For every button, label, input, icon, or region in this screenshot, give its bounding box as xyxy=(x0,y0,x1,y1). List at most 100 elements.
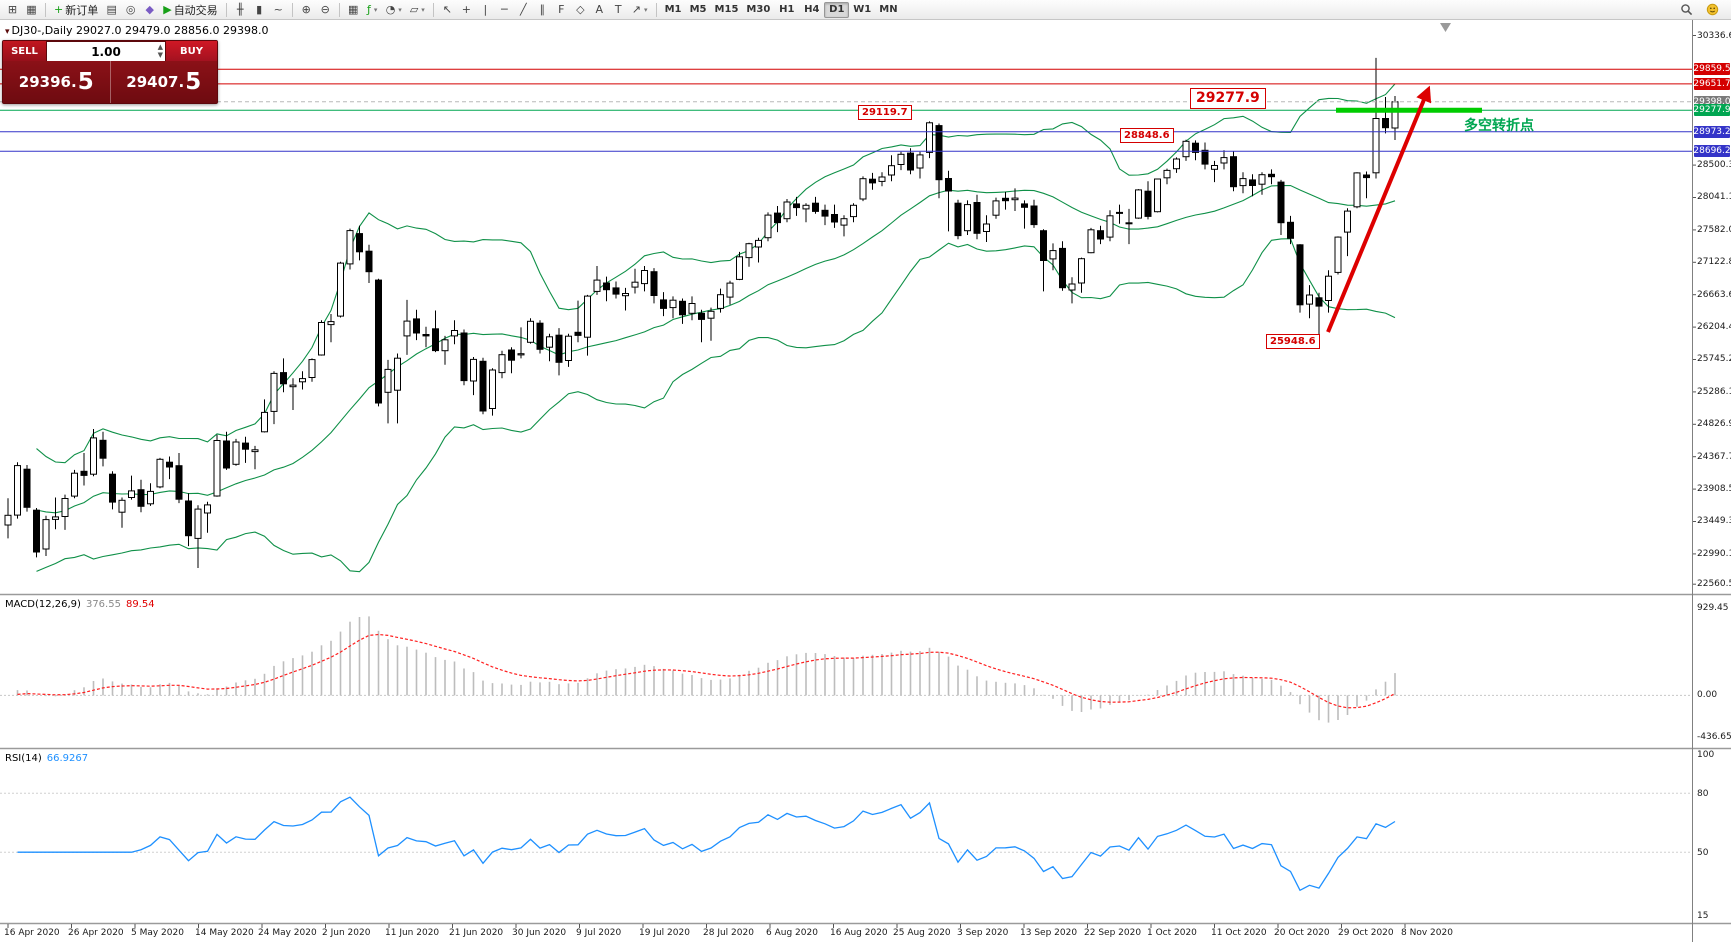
equidistant-channel-button[interactable]: ∥ xyxy=(533,1,552,18)
rsi-label: RSI(14) 66.9267 xyxy=(5,753,88,764)
toolbar-right xyxy=(1676,1,1728,18)
timeframe-h4-button[interactable]: H4 xyxy=(804,4,820,15)
bar-chart-button[interactable]: ╫ xyxy=(231,1,250,18)
rsi-value: 66.9267 xyxy=(46,753,89,764)
price-axis-label: 26204.4 xyxy=(1697,322,1731,332)
chart-profiles-button[interactable]: ▦ xyxy=(22,1,41,18)
volume-input[interactable]: 1.00 ▲ ▼ xyxy=(47,41,165,61)
buy-price-int: 29407. xyxy=(126,73,185,91)
autotrading-button[interactable]: ▶ 自动交易 xyxy=(159,1,221,18)
price-axis-label: 22560.5 xyxy=(1697,579,1731,589)
sell-button[interactable]: SELL xyxy=(3,41,47,61)
spinner-down-icon[interactable]: ▼ xyxy=(157,51,163,59)
trendline-button[interactable]: ╱ xyxy=(514,1,533,18)
chart-shift-marker-icon[interactable] xyxy=(1440,23,1451,32)
buy-price[interactable]: 29407. 5 xyxy=(111,61,218,103)
candlesticks xyxy=(4,57,1399,568)
fibonacci-retracement-icon: F xyxy=(558,3,565,16)
panel-splitter[interactable] xyxy=(0,592,1731,597)
panel-collapse-icon[interactable]: ▾ xyxy=(5,27,10,37)
new-chart-icon: ⊞ xyxy=(7,3,18,16)
templates-button[interactable]: ▱ ▾ xyxy=(406,1,429,18)
strategy-tester-icon: ◆ xyxy=(145,3,154,16)
tile-windows-button[interactable]: ▦ xyxy=(344,1,363,18)
shapes-button[interactable]: ◇ xyxy=(571,1,590,18)
rsi-name: RSI(14) xyxy=(5,753,42,764)
sell-price[interactable]: 29396. 5 xyxy=(3,61,111,103)
timeframe-h1-button[interactable]: H1 xyxy=(779,4,795,15)
date-axis-label: 13 Sep 2020 xyxy=(1020,928,1078,938)
arrows-button[interactable]: ↗ ▾ xyxy=(628,1,652,18)
date-axis-label: 28 Jul 2020 xyxy=(703,928,754,938)
text-button[interactable]: A xyxy=(590,1,609,18)
cursor-icon: ↖ xyxy=(442,3,452,16)
timeframe-mn-button[interactable]: MN xyxy=(879,4,898,15)
new-order-button[interactable]: + 新订单 xyxy=(50,1,102,18)
price-axis-label: 23449.3 xyxy=(1697,516,1731,526)
chart-title: ▾ DJ30-,Daily 29027.0 29479.0 28856.0 293… xyxy=(5,24,268,37)
zoom-in-button[interactable]: ⊕ xyxy=(297,1,316,18)
date-axis-label: 11 Oct 2020 xyxy=(1211,928,1267,938)
vertical-line-button[interactable]: | xyxy=(476,1,495,18)
history-center-button[interactable]: ▤ xyxy=(102,1,121,18)
timeframe-m5-button[interactable]: M5 xyxy=(689,4,707,15)
fibonacci-retracement-button[interactable]: F xyxy=(552,1,571,18)
date-axis-label: 20 Oct 2020 xyxy=(1274,928,1330,938)
new-chart-button[interactable]: ⊞ xyxy=(3,1,22,18)
volume-spinner[interactable]: ▲ ▼ xyxy=(158,43,163,59)
macd-main-value: 376.55 xyxy=(85,599,121,610)
timeframe-w1-button[interactable]: W1 xyxy=(853,4,872,15)
turning-point-note[interactable]: 多空转折点 xyxy=(1464,118,1534,134)
line-chart-button[interactable]: ~ xyxy=(269,1,288,18)
timeframe-d1-button[interactable]: D1 xyxy=(824,1,850,18)
global-variables-button[interactable]: ◎ xyxy=(121,1,140,18)
macd-histogram xyxy=(0,616,1692,723)
text-label-button[interactable]: T xyxy=(609,1,628,18)
date-axis-label: 2 Jun 2020 xyxy=(322,928,371,938)
macd-axis-label: -436.65 xyxy=(1697,732,1731,742)
strategy-tester-button[interactable]: ◆ xyxy=(140,1,159,18)
date-axis-label: 30 Jun 2020 xyxy=(512,928,567,938)
price-callout[interactable]: 29119.7 xyxy=(858,105,912,120)
date-axis-label: 1 Oct 2020 xyxy=(1147,928,1197,938)
search-button[interactable] xyxy=(1676,1,1697,18)
toolbar-separator xyxy=(338,2,340,17)
toolbar: ⊞ ▦ + 新订单 ▤ ◎ ◆ ▶ 自动交易 ╫ ▮ ~ ⊕ ⊖ ▦ ƒ ▾ ◔ ▾ ▱ ▾ ↖ + | ─ ╱ ∥ F ◇ A T ↗ ▾ M1… xyxy=(0,0,1731,20)
panel-splitter[interactable] xyxy=(0,746,1731,751)
candlestick-chart-button[interactable]: ▮ xyxy=(250,1,269,18)
bollinger-bands xyxy=(36,83,1396,573)
timeframe-m30-button[interactable]: M30 xyxy=(746,4,771,15)
price-axis-label: 26663.6 xyxy=(1697,290,1731,300)
macd-axis-label: 929.45 xyxy=(1697,603,1729,613)
date-axis-label: 29 Oct 2020 xyxy=(1338,928,1394,938)
spinner-up-icon[interactable]: ▲ xyxy=(157,43,163,51)
zoom-in-icon: ⊕ xyxy=(301,3,311,16)
periods-button[interactable]: ◔ ▾ xyxy=(382,1,406,18)
buy-button[interactable]: BUY xyxy=(165,41,217,61)
price-axis-label: 25286.1 xyxy=(1697,387,1731,397)
timeframe-m15-button[interactable]: M15 xyxy=(714,4,739,15)
key-level-callout[interactable]: 29277.9 xyxy=(1190,88,1266,109)
new-order-label: 新订单 xyxy=(65,3,99,17)
toolbar-separator xyxy=(291,2,293,17)
indicators-list-button[interactable]: ƒ ▾ xyxy=(363,1,382,18)
community-button[interactable] xyxy=(1702,1,1723,18)
indicators-list-caret-icon: ▾ xyxy=(373,5,378,14)
price-callout[interactable]: 28848.6 xyxy=(1120,128,1174,143)
price-axis-label: 24367.7 xyxy=(1697,452,1731,462)
horizontal-line-button[interactable]: ─ xyxy=(495,1,514,18)
shapes-icon: ◇ xyxy=(576,3,585,16)
cursor-button[interactable]: ↖ xyxy=(438,1,457,18)
timeframe-m1-button[interactable]: M1 xyxy=(664,4,682,15)
text-icon: A xyxy=(595,3,604,16)
price-callout[interactable]: 25948.6 xyxy=(1266,334,1320,349)
macd-label: MACD(12,26,9) 376.55 89.54 xyxy=(5,599,155,610)
crosshair-button[interactable]: + xyxy=(457,1,476,18)
text-label-icon: T xyxy=(614,3,622,16)
toolbar-separator xyxy=(432,2,434,17)
history-center-icon: ▤ xyxy=(106,3,117,16)
zoom-out-button[interactable]: ⊖ xyxy=(316,1,335,18)
trend-arrow[interactable] xyxy=(1326,85,1432,333)
